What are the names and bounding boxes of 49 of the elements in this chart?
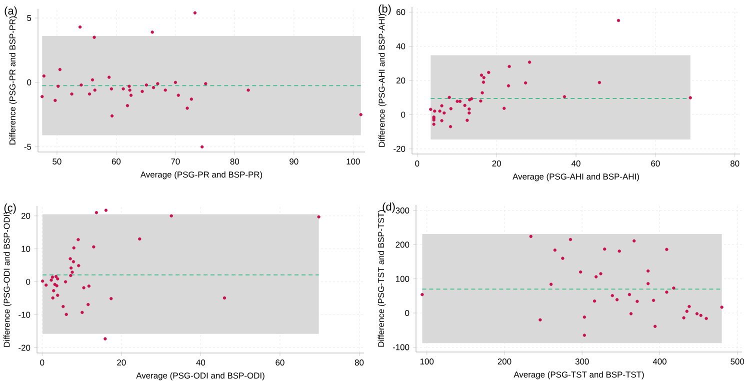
x-tick-label: 80 xyxy=(230,158,240,165)
y-tick-label: 0 xyxy=(401,112,406,118)
y-axis-title: Difference (PSG-ODI and BSP-ODI) xyxy=(4,212,12,347)
y-tick-label: 40 xyxy=(396,43,406,50)
y-tick-label: 300 xyxy=(396,207,410,214)
chart-title: (c) xyxy=(4,204,16,214)
y-tick-label: 200 xyxy=(396,242,410,248)
y-axis-title: Difference (PSG-AHI and BSP-AHI) xyxy=(378,14,386,147)
x-tick-label: 300 xyxy=(575,358,589,365)
x-tick-label: 20 xyxy=(117,360,126,366)
y-tick-label: -5 xyxy=(24,144,32,150)
x-axis-title: Average (PSG-PR and BSP-PR) xyxy=(140,171,262,180)
x-tick-label: 70 xyxy=(171,158,180,165)
x-tick-label: 60 xyxy=(651,160,660,167)
y-tick-label: 20 xyxy=(21,212,30,219)
x-axis-title: Average (PSG-TST and BSP-TST) xyxy=(514,371,644,380)
x-tick-label: 100 xyxy=(346,158,360,165)
y-tick-label: 0 xyxy=(405,310,410,316)
x-tick-label: 80 xyxy=(354,360,364,366)
y-tick-label: 60 xyxy=(396,9,406,16)
y-tick-label: 100 xyxy=(396,276,410,282)
y-tick-label: 0 xyxy=(26,278,30,285)
y-tick-label: -20 xyxy=(18,344,30,351)
y-tick-label: -20 xyxy=(394,146,406,152)
y-tick-label: 5 xyxy=(27,15,32,21)
chart-title: (a) xyxy=(4,6,17,17)
x-tick-label: 40 xyxy=(571,160,580,167)
x-tick-label: 100 xyxy=(420,358,434,365)
x-tick-label: 60 xyxy=(112,158,121,165)
x-tick-label: 500 xyxy=(730,358,744,365)
y-tick-label: -10 xyxy=(18,312,30,318)
x-tick-label: 50 xyxy=(52,158,62,165)
x-tick-label: 200 xyxy=(498,358,512,365)
x-tick-label: 20 xyxy=(492,160,501,167)
x-tick-label: 0 xyxy=(40,360,44,366)
x-tick-label: 400 xyxy=(652,358,666,365)
y-tick-label: 0 xyxy=(27,79,32,86)
x-tick-label: 0 xyxy=(415,160,420,167)
x-axis-title: Average (PSG-AHI and BSP-AHI) xyxy=(512,173,639,182)
y-tick-label: 10 xyxy=(22,246,30,252)
y-axis-title: Difference (PSG-PR and BSP-PR) xyxy=(9,16,18,144)
x-tick-label: 60 xyxy=(276,360,284,366)
x-tick-label: 80 xyxy=(730,160,740,167)
x-axis-title: Average (PSG-ODI and BSP-ODI) xyxy=(136,372,264,380)
x-tick-label: 90 xyxy=(290,158,298,165)
y-tick-label: -100 xyxy=(392,344,410,350)
chart-title: (b) xyxy=(378,4,391,15)
y-tick-label: 20 xyxy=(396,78,406,84)
x-tick-label: 40 xyxy=(196,360,206,366)
